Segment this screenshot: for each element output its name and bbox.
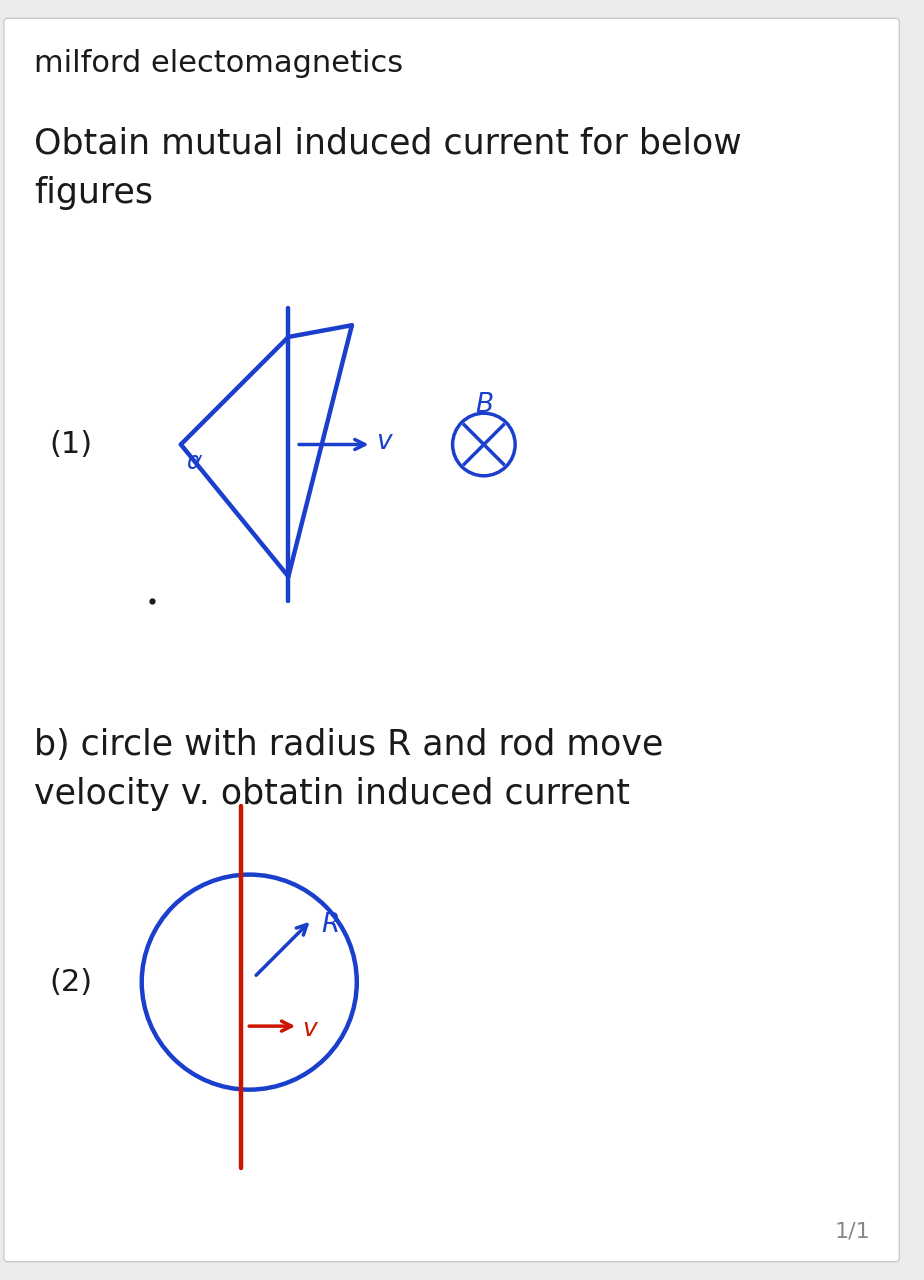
Text: 1/1: 1/1	[834, 1221, 870, 1242]
Text: b) circle with radius R and rod move
velocity v. obtatin induced current: b) circle with radius R and rod move vel…	[34, 728, 663, 810]
Text: $\alpha$: $\alpha$	[186, 451, 203, 474]
Text: $v$: $v$	[302, 1018, 319, 1041]
Text: B: B	[475, 393, 492, 419]
Text: milford electomagnetics: milford electomagnetics	[34, 49, 404, 78]
Text: R: R	[322, 911, 340, 938]
Text: Obtain mutual induced current for below
figures: Obtain mutual induced current for below …	[34, 127, 742, 210]
Text: (1): (1)	[49, 430, 92, 460]
Text: (2): (2)	[49, 968, 92, 997]
FancyBboxPatch shape	[4, 18, 899, 1262]
Text: $v$: $v$	[376, 429, 395, 454]
